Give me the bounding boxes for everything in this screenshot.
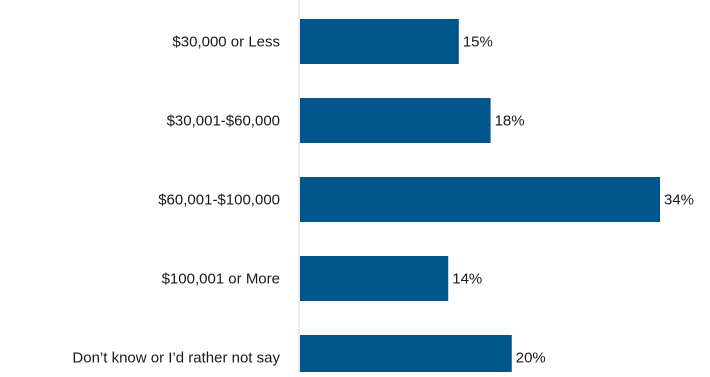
bars-group: $30,000 or Less 15% $30,001-$60,000 18% $60,… [72,19,694,377]
category-label: $30,001-$60,000 [167,113,280,130]
data-label: 34% [664,192,694,209]
data-label: 15% [463,34,493,51]
category-label: $60,001-$100,000 [158,192,280,209]
bar [300,335,512,377]
bar [300,98,491,143]
category-label: $30,000 or Less [172,34,280,51]
data-label: 20% [516,350,546,367]
category-label: $100,001 or More [162,271,280,288]
bar [300,19,459,64]
bar [300,177,660,222]
data-label: 14% [452,271,482,288]
bar [300,256,449,301]
data-label: 18% [495,113,525,130]
category-label: Don’t know or I’d rather not say [72,350,280,367]
